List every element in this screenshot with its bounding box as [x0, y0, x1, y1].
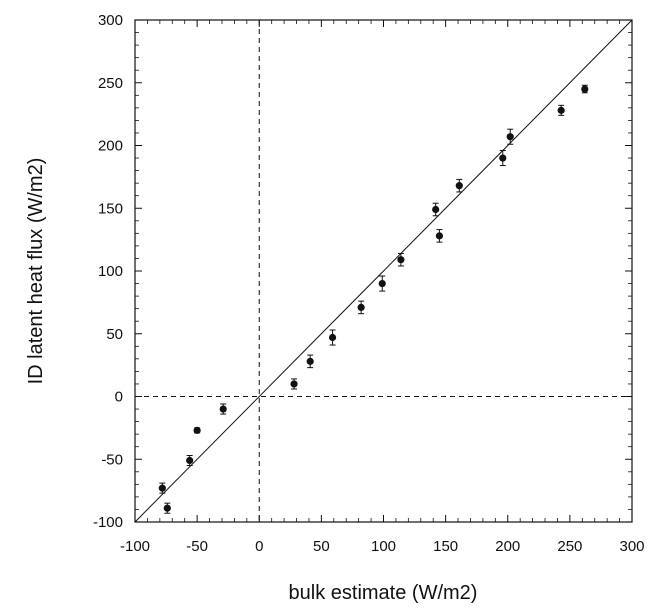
reference-lines	[134, 19, 633, 523]
data-point	[432, 205, 440, 214]
data-point	[581, 85, 589, 93]
data-point	[163, 504, 171, 512]
data-point	[499, 154, 507, 162]
data-point	[219, 405, 227, 413]
y-tick-label: 50	[106, 326, 123, 343]
data-point	[435, 232, 444, 240]
y-tick-label: -100	[93, 514, 123, 531]
data-point	[290, 380, 298, 388]
x-tick-label: 100	[371, 538, 396, 555]
x-tick-label: 150	[433, 538, 458, 555]
x-tick-label: 0	[255, 538, 263, 555]
data-point	[328, 333, 337, 342]
x-tick-label: 200	[495, 538, 520, 555]
identity-line	[134, 19, 633, 523]
x-axis-title: bulk estimate (W/m2)	[289, 582, 478, 604]
data-point	[186, 456, 194, 465]
data-point	[158, 484, 166, 492]
x-tick-labels: -100 -50 0 50 100 150 200 250 300	[120, 538, 645, 555]
y-tick-label: 100	[98, 263, 123, 280]
x-tick-label: -100	[120, 538, 150, 555]
data-point	[506, 133, 514, 141]
tick-marks	[134, 19, 633, 523]
data-points	[158, 84, 589, 514]
y-tick-label: -50	[101, 451, 123, 468]
x-tick-label: 50	[313, 538, 330, 555]
data-point	[397, 256, 405, 264]
x-tick-label: 300	[619, 538, 644, 555]
y-tick-label: 250	[98, 75, 123, 92]
y-tick-label: 0	[115, 389, 123, 406]
y-tick-label: 200	[98, 138, 123, 155]
x-tick-label: -50	[186, 538, 208, 555]
data-point	[193, 426, 201, 434]
y-tick-label: 150	[98, 200, 123, 217]
data-point	[306, 357, 314, 365]
x-tick-label: 250	[557, 538, 582, 555]
data-point	[455, 182, 463, 190]
y-axis-title: ID latent heat flux (W/m2)	[25, 158, 47, 385]
data-point	[378, 279, 386, 288]
data-point	[357, 303, 365, 311]
data-point	[557, 106, 565, 114]
y-tick-labels: -100 -50 0 50 100 150 200 250 300	[93, 12, 123, 531]
y-tick-label: 300	[98, 12, 123, 29]
